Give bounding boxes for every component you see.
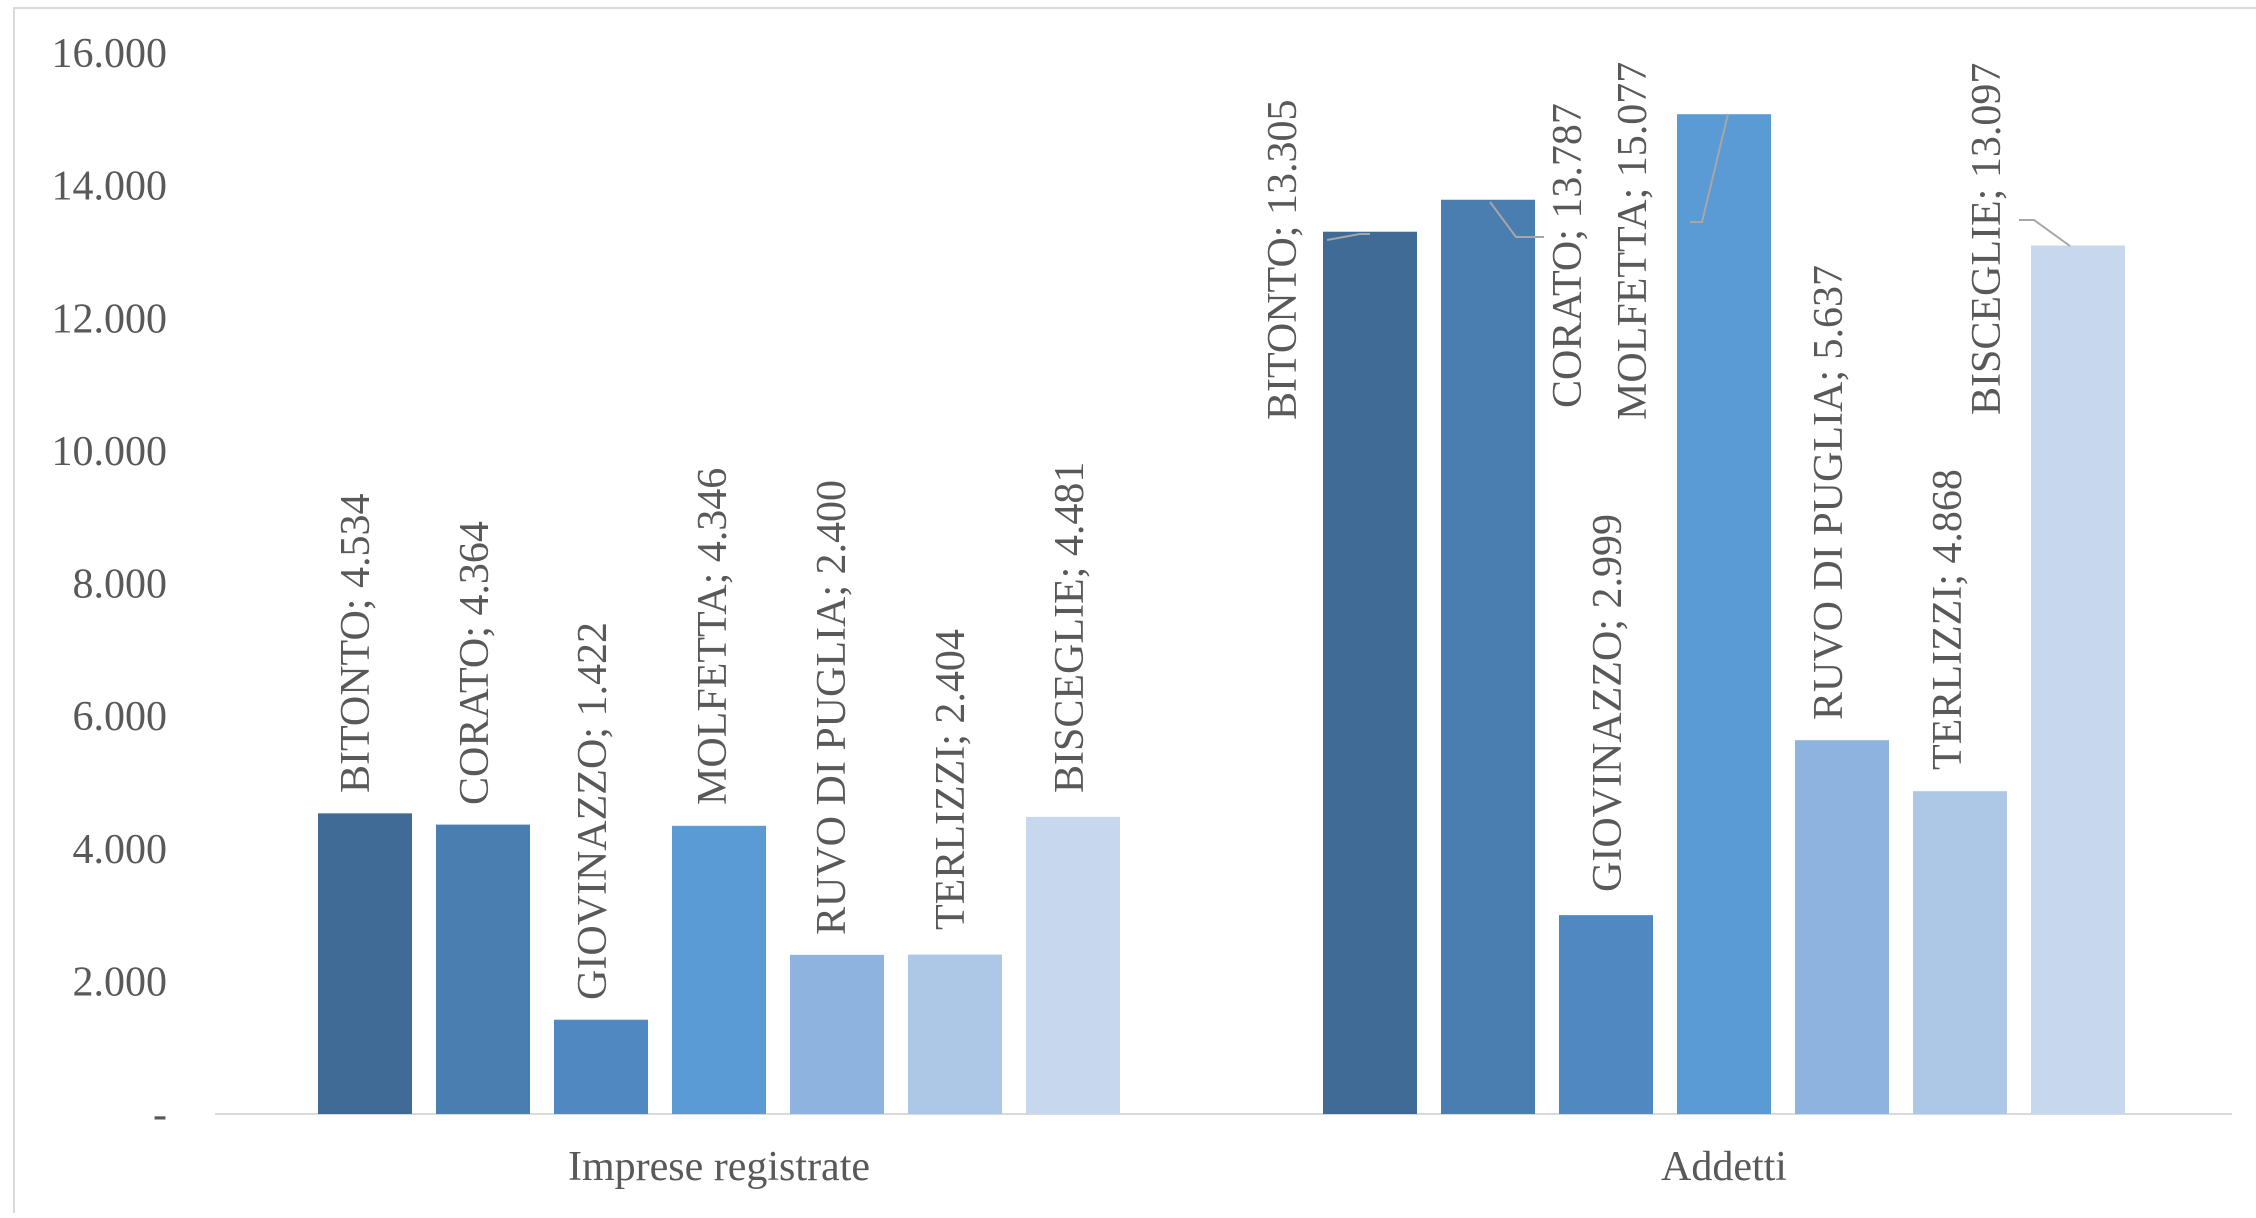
data-label-terlizzi-imprese-registrate: TERLIZZI; 2.404 bbox=[928, 629, 974, 930]
bar-bisceglie-addetti bbox=[2031, 245, 2125, 1114]
bar-corato-addetti bbox=[1441, 199, 1535, 1114]
leader-line-corato-addetti bbox=[1489, 201, 1544, 238]
bar-molfetta-addetti bbox=[1677, 114, 1771, 1115]
data-label-molfetta-addetti: MOLFETTA; 15.077 bbox=[1610, 62, 1656, 420]
data-label-ruvo-di-puglia-imprese-registrate: RUVO DI PUGLIA; 2.400 bbox=[809, 480, 855, 935]
x-axis: Imprese registrate Addetti bbox=[215, 1113, 2232, 1190]
y-tick-label: 2.000 bbox=[73, 959, 168, 1005]
y-tick-label: 8.000 bbox=[73, 562, 168, 608]
data-label-ruvo-di-puglia-addetti: RUVO DI PUGLIA; 5.637 bbox=[1806, 265, 1852, 720]
bar-corato-imprese-registrate bbox=[436, 824, 530, 1114]
data-label-bisceglie-addetti: BISCEGLIE; 13.097 bbox=[1964, 63, 2010, 415]
bar-terlizzi-addetti bbox=[1913, 791, 2007, 1114]
y-tick-label: 4.000 bbox=[73, 827, 168, 873]
bar-ruvo-di-puglia-imprese-registrate bbox=[790, 954, 884, 1114]
bars bbox=[318, 114, 2125, 1115]
bar-molfetta-imprese-registrate bbox=[672, 825, 766, 1114]
y-tick-label: 10.000 bbox=[52, 429, 168, 475]
y-tick-label: 14.000 bbox=[52, 164, 168, 210]
data-label-molfetta-imprese-registrate: MOLFETTA; 4.346 bbox=[690, 468, 736, 805]
leader-lines bbox=[1326, 113, 2071, 247]
data-label-corato-imprese-registrate: CORATO; 4.364 bbox=[452, 521, 498, 805]
y-axis: - 2.000 4.000 6.000 8.000 10.000 12.000 14.000 1… bbox=[52, 31, 168, 1138]
data-label-giovinazzo-addetti: GIOVINAZZO; 2.999 bbox=[1585, 514, 1631, 892]
y-tick-label: 12.000 bbox=[52, 296, 168, 342]
data-label-giovinazzo-imprese-registrate: GIOVINAZZO; 1.422 bbox=[570, 622, 616, 1000]
bar-terlizzi-imprese-registrate bbox=[908, 954, 1002, 1114]
y-tick-label: 16.000 bbox=[52, 31, 168, 77]
bar-giovinazzo-addetti bbox=[1559, 915, 1653, 1114]
bar-bisceglie-imprese-registrate bbox=[1026, 816, 1120, 1114]
bar-giovinazzo-imprese-registrate bbox=[554, 1019, 648, 1114]
x-category-label-imprese-registrate: Imprese registrate bbox=[568, 1144, 870, 1190]
chart-frame bbox=[13, 7, 2256, 1218]
y-tick-label: - bbox=[153, 1092, 167, 1138]
leader-line-molfetta-addetti bbox=[1690, 113, 1729, 223]
data-label-corato-addetti: CORATO; 13.787 bbox=[1545, 103, 1591, 408]
x-category-label-addetti: Addetti bbox=[1661, 1144, 1787, 1190]
bar-bitonto-imprese-registrate bbox=[318, 813, 412, 1114]
bar-ruvo-di-puglia-addetti bbox=[1795, 740, 1889, 1114]
data-label-terlizzi-addetti: TERLIZZI; 4.868 bbox=[1925, 469, 1971, 770]
data-label-bisceglie-imprese-registrate: BISCEGLIE; 4.481 bbox=[1047, 462, 1093, 793]
data-labels: BITONTO; 4.534 CORATO; 4.364 GIOVINAZZO; 1… bbox=[333, 62, 2010, 1000]
bar-bitonto-addetti bbox=[1323, 231, 1417, 1115]
leader-line-bitonto-addetti bbox=[1326, 233, 1370, 241]
data-label-bitonto-addetti: BITONTO; 13.305 bbox=[1260, 100, 1306, 420]
y-tick-label: 6.000 bbox=[73, 694, 168, 740]
leader-line-bisceglie-addetti bbox=[2019, 219, 2071, 247]
data-label-bitonto-imprese-registrate: BITONTO; 4.534 bbox=[333, 494, 379, 793]
